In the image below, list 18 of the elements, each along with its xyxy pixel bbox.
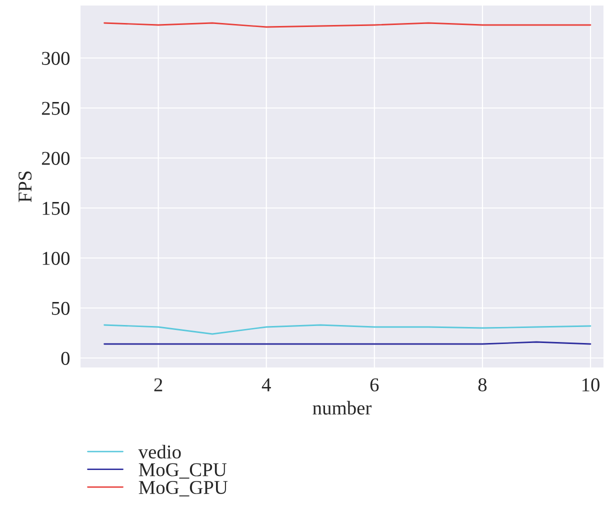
y-tick-label: 250 xyxy=(42,102,70,115)
legend-label: MoG_CPU xyxy=(138,463,227,479)
y-tick-label: 300 xyxy=(42,52,70,65)
y-tick-label: 150 xyxy=(42,202,70,215)
y-tick-label: 100 xyxy=(42,252,70,265)
y-tick-label: 200 xyxy=(42,152,70,165)
y-tick-label: 50 xyxy=(52,302,70,315)
x-tick-label: 2 xyxy=(154,378,162,392)
line-series xyxy=(104,324,592,335)
x-tick-label: 8 xyxy=(478,378,487,392)
legend-label: vedio xyxy=(138,444,181,459)
legend-label: MoG_GPU xyxy=(138,480,228,496)
y-axis-title: FPS xyxy=(18,171,32,202)
x-tick-label: 6 xyxy=(370,378,379,392)
y-tick-label: 0 xyxy=(61,352,70,365)
x-axis-title: number xyxy=(312,400,372,415)
x-tick-label: 4 xyxy=(262,378,271,392)
x-tick-label: 10 xyxy=(582,378,600,392)
